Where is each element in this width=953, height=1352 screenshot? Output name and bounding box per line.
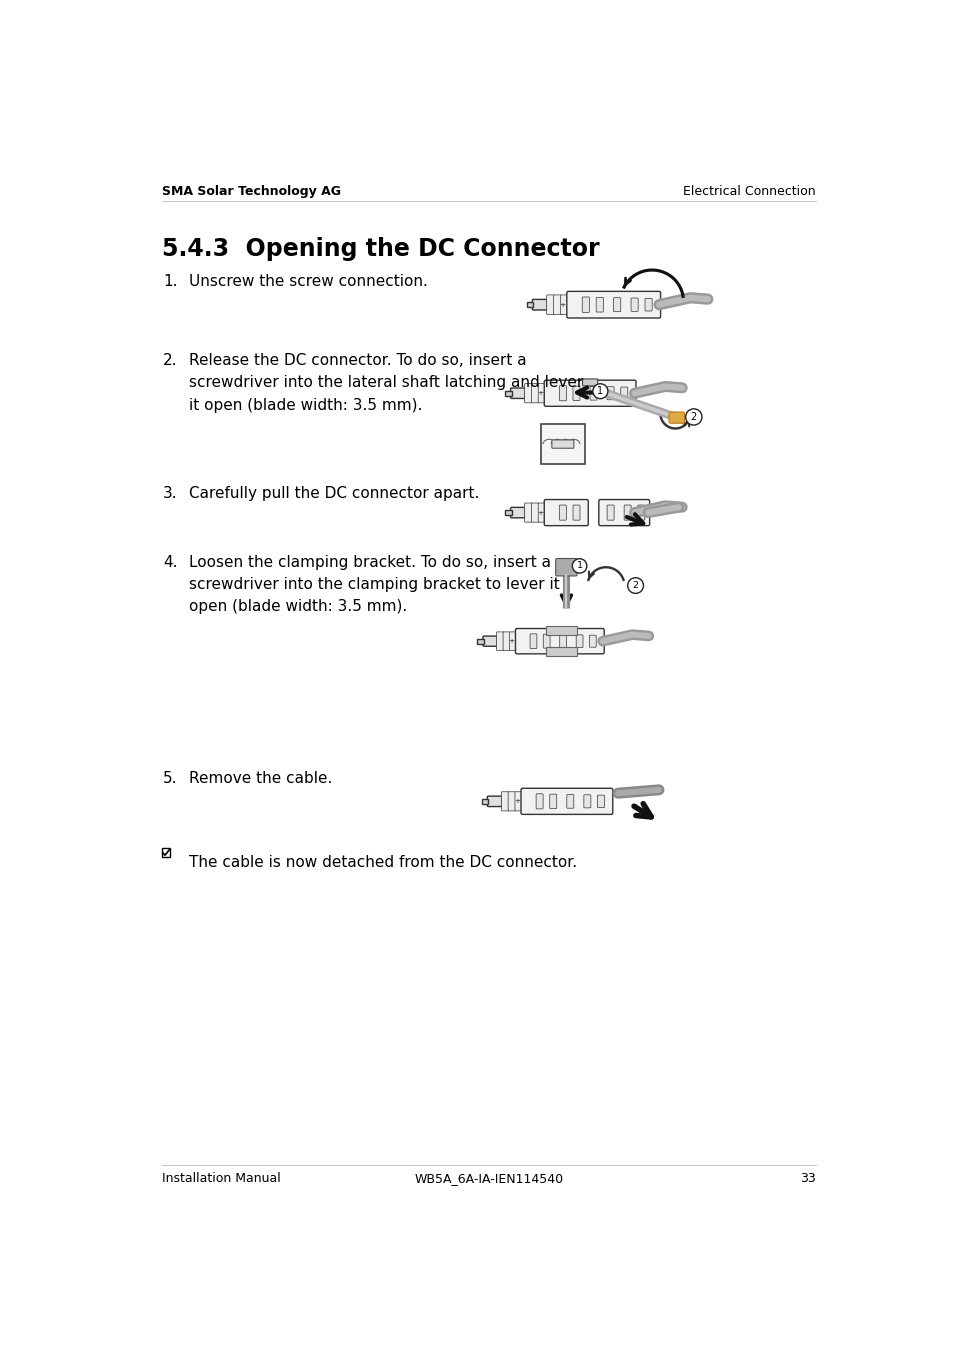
Text: Electrical Connection: Electrical Connection [682,185,815,197]
Text: 2: 2 [632,581,638,589]
FancyBboxPatch shape [482,635,497,646]
FancyBboxPatch shape [500,792,509,811]
FancyBboxPatch shape [530,634,537,649]
FancyBboxPatch shape [487,796,501,807]
FancyBboxPatch shape [606,506,614,521]
FancyBboxPatch shape [559,634,566,648]
Text: 5.: 5. [163,771,177,786]
FancyBboxPatch shape [510,507,524,518]
FancyBboxPatch shape [496,631,503,650]
FancyBboxPatch shape [531,384,538,403]
FancyBboxPatch shape [606,387,614,400]
FancyBboxPatch shape [477,638,483,644]
FancyBboxPatch shape [597,795,604,807]
FancyBboxPatch shape [589,635,596,648]
FancyBboxPatch shape [544,380,636,407]
FancyBboxPatch shape [555,558,577,576]
Bar [162,848,171,857]
FancyBboxPatch shape [504,510,511,515]
Text: +: + [559,301,565,308]
FancyBboxPatch shape [546,648,577,656]
FancyBboxPatch shape [553,295,561,315]
FancyBboxPatch shape [576,635,582,648]
Text: Remove the cable.: Remove the cable. [189,771,332,786]
FancyBboxPatch shape [630,297,638,311]
Text: 1: 1 [597,387,603,396]
Text: +: + [508,638,515,644]
FancyBboxPatch shape [524,384,532,403]
FancyBboxPatch shape [520,788,612,814]
FancyBboxPatch shape [540,423,584,464]
FancyBboxPatch shape [596,297,602,312]
FancyBboxPatch shape [546,295,554,315]
Text: Carefully pull the DC connector apart.: Carefully pull the DC connector apart. [189,485,478,500]
FancyBboxPatch shape [504,391,511,396]
FancyBboxPatch shape [509,631,517,650]
FancyBboxPatch shape [551,439,574,449]
FancyBboxPatch shape [515,792,522,811]
FancyBboxPatch shape [598,499,649,526]
Text: 2: 2 [690,412,697,422]
FancyBboxPatch shape [573,506,579,521]
Circle shape [572,558,586,573]
FancyBboxPatch shape [613,297,620,312]
FancyBboxPatch shape [566,795,573,808]
FancyBboxPatch shape [536,794,542,808]
Text: +: + [514,798,519,804]
FancyBboxPatch shape [558,385,566,400]
FancyBboxPatch shape [583,795,590,808]
Text: 3.: 3. [163,485,177,500]
FancyBboxPatch shape [508,792,516,811]
FancyBboxPatch shape [531,503,538,522]
Text: 4.: 4. [163,554,177,571]
FancyBboxPatch shape [560,295,568,315]
FancyBboxPatch shape [566,292,659,318]
FancyBboxPatch shape [544,499,588,526]
Text: SMA Solar Technology AG: SMA Solar Technology AG [162,185,340,197]
FancyBboxPatch shape [481,799,488,804]
FancyBboxPatch shape [546,626,577,635]
FancyBboxPatch shape [589,387,597,400]
Text: WB5A_6A-IA-IEN114540: WB5A_6A-IA-IEN114540 [414,1172,563,1186]
Text: 1: 1 [576,561,582,571]
FancyBboxPatch shape [510,388,524,399]
Text: Loosen the clamping bracket. To do so, insert a
screwdriver into the clamping br: Loosen the clamping bracket. To do so, i… [189,554,559,614]
FancyBboxPatch shape [582,379,598,385]
FancyBboxPatch shape [573,387,579,400]
FancyBboxPatch shape [537,384,545,403]
FancyBboxPatch shape [524,503,532,522]
Text: The cable is now detached from the DC connector.: The cable is now detached from the DC co… [189,856,577,871]
Text: Release the DC connector. To do so, insert a
screwdriver into the lateral shaft : Release the DC connector. To do so, inse… [189,353,582,412]
FancyBboxPatch shape [581,297,589,312]
FancyBboxPatch shape [623,506,631,521]
Circle shape [592,384,607,399]
FancyBboxPatch shape [558,506,566,521]
Text: Unscrew the screw connection.: Unscrew the screw connection. [189,274,428,289]
FancyBboxPatch shape [515,629,603,654]
Circle shape [627,577,643,594]
FancyBboxPatch shape [542,634,550,648]
FancyBboxPatch shape [644,299,652,311]
Text: 2.: 2. [163,353,177,368]
FancyBboxPatch shape [638,506,644,521]
FancyBboxPatch shape [549,794,557,808]
Text: Installation Manual: Installation Manual [162,1172,280,1186]
Text: 5.4.3  Opening the DC Connector: 5.4.3 Opening the DC Connector [162,237,598,261]
Text: +: + [537,391,543,396]
FancyBboxPatch shape [526,301,533,307]
Text: 33: 33 [800,1172,815,1186]
FancyBboxPatch shape [532,299,547,310]
FancyBboxPatch shape [537,503,545,522]
Text: 1.: 1. [163,274,177,289]
Circle shape [685,408,701,425]
FancyBboxPatch shape [620,387,627,399]
FancyBboxPatch shape [668,412,683,423]
Text: +: + [537,510,543,515]
FancyBboxPatch shape [502,631,510,650]
